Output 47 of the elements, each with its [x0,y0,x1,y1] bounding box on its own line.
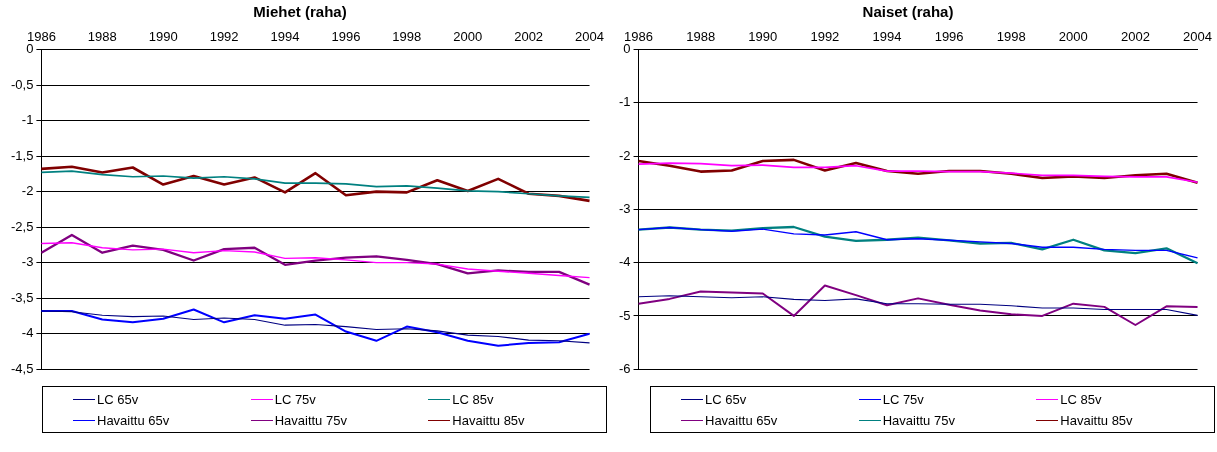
x-tick-label: 1990 [148,29,178,45]
x-tick-label: 1992 [810,29,840,45]
legend-label: Havaittu 75v [274,413,347,428]
x-tick-label: 1994 [270,29,300,45]
y-tick-label: -1 [619,94,631,110]
legend-label: Havaittu 85v [452,413,525,428]
y-tick-label: -2 [21,183,34,199]
x-tick-label: 1988 [686,29,716,45]
y-tick-label: -3 [21,254,34,270]
x-tick-label: 1988 [87,29,117,45]
chart-title: Naiset (raha) [862,3,954,21]
legend-label: LC 85v [452,392,494,407]
x-tick-label: 2000 [453,29,483,45]
y-tick-label: -4 [21,325,34,341]
y-tick-label: -6 [619,360,631,376]
x-tick-label: 2004 [575,29,604,45]
legend-label: Havaittu 65v [705,413,778,428]
y-tick-label: -3,5 [10,289,34,305]
x-tick-label: 1996 [934,29,964,45]
x-tick-label: 2004 [1183,29,1212,45]
legend-label: LC 65v [705,392,747,407]
y-tick-label: -0,5 [10,76,34,92]
legend-label: LC 75v [274,392,316,407]
legend-label: LC 75v [882,392,924,407]
x-tick-label: 1992 [209,29,239,45]
x-tick-label: 1990 [748,29,778,45]
legend-label: Havaittu 65v [97,413,170,428]
x-tick-label: 2002 [1120,29,1150,45]
chart-title: Miehet (raha) [253,3,347,21]
y-tick-label: -5 [619,307,631,323]
x-tick-label: 1996 [331,29,361,45]
legend-label: LC 85v [1060,392,1102,407]
y-tick-label: -2 [619,147,631,163]
legend-label: Havaittu 85v [1060,413,1133,428]
legend-label: Havaittu 75v [882,413,955,428]
x-tick-label: 2000 [1058,29,1088,45]
y-tick-label: -3 [619,200,631,216]
y-tick-label: -1,5 [10,147,34,163]
y-tick-label: -1 [21,112,34,128]
legend-label: LC 65v [97,392,139,407]
x-tick-label: 2002 [514,29,544,45]
x-tick-label: 1998 [392,29,422,45]
y-tick-label: -4,5 [10,360,34,376]
y-tick-label: -4 [619,254,631,270]
y-tick-label: -2,5 [10,218,34,234]
x-tick-label: 1994 [872,29,902,45]
x-tick-label: 1998 [996,29,1026,45]
